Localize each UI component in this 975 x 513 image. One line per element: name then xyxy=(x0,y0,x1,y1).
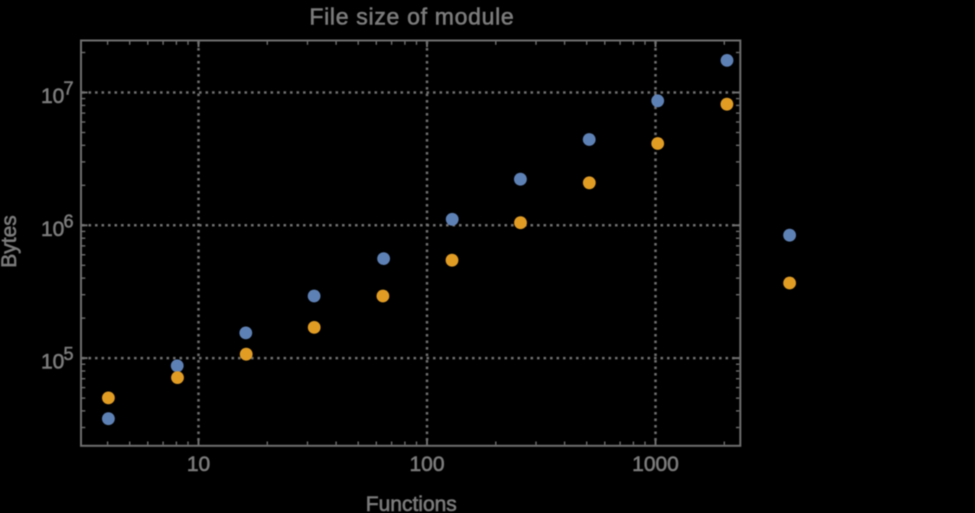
svg-text:5: 5 xyxy=(64,344,74,364)
svg-text:Functions: Functions xyxy=(366,493,457,513)
svg-text:6: 6 xyxy=(64,211,74,231)
svg-text:File size of module: File size of module xyxy=(309,3,514,29)
svg-text:10: 10 xyxy=(41,85,64,108)
svg-text:10: 10 xyxy=(41,351,64,374)
svg-text:10: 10 xyxy=(187,453,210,476)
svg-text:Bytes: Bytes xyxy=(0,215,21,268)
svg-text:10: 10 xyxy=(41,218,64,241)
svg-text:1000: 1000 xyxy=(632,453,679,476)
svg-text:100: 100 xyxy=(409,453,444,476)
svg-text:7: 7 xyxy=(64,79,74,99)
